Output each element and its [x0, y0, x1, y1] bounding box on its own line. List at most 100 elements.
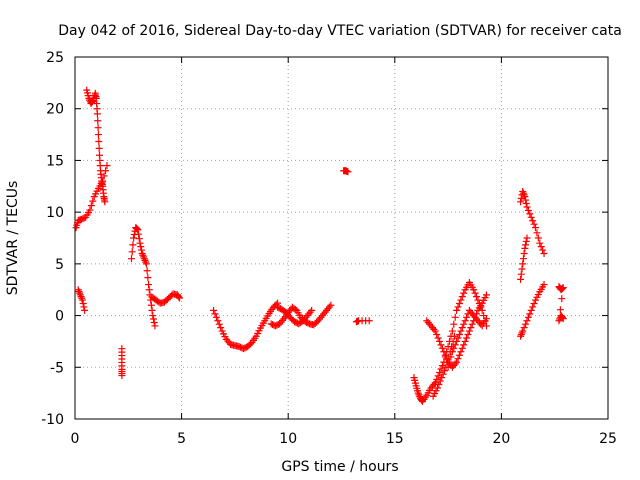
- data-point: [457, 327, 465, 335]
- data-point: [540, 281, 548, 289]
- data-point: [468, 320, 476, 328]
- data-point: [530, 300, 538, 308]
- data-point: [454, 303, 462, 311]
- data-point: [530, 220, 538, 228]
- data-series-segment: [83, 86, 109, 206]
- data-point: [140, 255, 148, 263]
- data-point: [519, 187, 527, 195]
- data-point: [519, 260, 527, 268]
- data-point: [518, 329, 526, 337]
- y-axis-title: SDTVAR / TECUs: [5, 181, 21, 296]
- data-point: [460, 320, 468, 328]
- data-series-segment: [555, 283, 567, 325]
- data-point: [520, 191, 528, 199]
- data-point: [533, 229, 541, 237]
- data-points: [72, 86, 567, 405]
- data-series-segment: [517, 281, 548, 340]
- data-point: [438, 374, 446, 382]
- data-point: [147, 301, 155, 309]
- data-point: [529, 217, 537, 225]
- data-point: [439, 370, 447, 378]
- data-point: [537, 243, 545, 251]
- data-point: [475, 300, 483, 308]
- data-point: [536, 239, 544, 247]
- data-point: [521, 244, 529, 252]
- data-point: [454, 355, 462, 363]
- data-point: [477, 303, 485, 311]
- data-point: [558, 295, 566, 303]
- data-point: [94, 131, 102, 139]
- data-point: [101, 198, 109, 206]
- data-point: [415, 391, 423, 399]
- data-point: [94, 124, 102, 132]
- data-point: [457, 348, 465, 356]
- data-point: [433, 331, 441, 339]
- data-point: [519, 255, 527, 263]
- data-point: [130, 234, 138, 242]
- data-point: [327, 301, 335, 309]
- data-point: [94, 117, 102, 125]
- data-point: [517, 198, 525, 206]
- data-point: [138, 250, 146, 258]
- data-point: [103, 162, 111, 170]
- data-point: [522, 320, 530, 328]
- data-point: [559, 314, 567, 322]
- data-point: [438, 344, 446, 352]
- data-point: [478, 306, 486, 314]
- data-point: [453, 358, 461, 366]
- x-tick-label: 5: [177, 431, 186, 447]
- x-axis-title: GPS time / hours: [281, 459, 398, 475]
- data-point: [522, 200, 530, 208]
- data-point: [74, 286, 82, 294]
- data-point: [211, 310, 219, 318]
- data-point: [344, 168, 352, 176]
- data-point: [523, 203, 531, 211]
- data-point: [76, 291, 84, 299]
- y-tick-label: 5: [55, 257, 64, 273]
- data-point: [526, 310, 534, 318]
- data-point: [450, 332, 458, 340]
- data-point: [457, 296, 465, 304]
- data-point: [473, 293, 481, 301]
- data-point: [482, 315, 490, 323]
- data-point: [517, 275, 525, 283]
- data-point: [325, 303, 333, 311]
- data-point: [465, 327, 473, 335]
- data-point: [86, 206, 94, 214]
- data-point: [134, 226, 142, 234]
- data-series-segment: [517, 187, 548, 258]
- y-tick-label: 10: [46, 205, 64, 221]
- data-point: [556, 306, 564, 314]
- data-point: [127, 255, 135, 263]
- data-point: [139, 251, 147, 259]
- data-point: [463, 334, 471, 342]
- data-point: [448, 327, 456, 335]
- data-point: [436, 368, 444, 376]
- data-point: [78, 294, 86, 302]
- data-point: [458, 324, 466, 332]
- data-point: [434, 372, 442, 380]
- data-point: [455, 351, 463, 359]
- axis-ticks: [74, 56, 609, 420]
- data-point: [441, 367, 449, 375]
- data-point: [529, 303, 537, 311]
- y-tick-label: 0: [55, 309, 64, 325]
- data-point: [520, 324, 528, 332]
- data-point: [517, 331, 525, 339]
- data-point: [175, 294, 183, 302]
- data-point: [217, 324, 225, 332]
- grid: [75, 57, 608, 419]
- plot-frame: [74, 56, 609, 420]
- data-point: [446, 348, 454, 356]
- data-point: [455, 331, 463, 339]
- data-point: [140, 253, 148, 261]
- data-point: [518, 265, 526, 273]
- data-point: [76, 289, 84, 297]
- data-point: [175, 293, 183, 301]
- data-point: [212, 313, 220, 321]
- data-point: [534, 234, 542, 242]
- data-point: [436, 377, 444, 385]
- data-point: [460, 289, 468, 297]
- data-point: [451, 313, 459, 321]
- data-point: [93, 110, 101, 118]
